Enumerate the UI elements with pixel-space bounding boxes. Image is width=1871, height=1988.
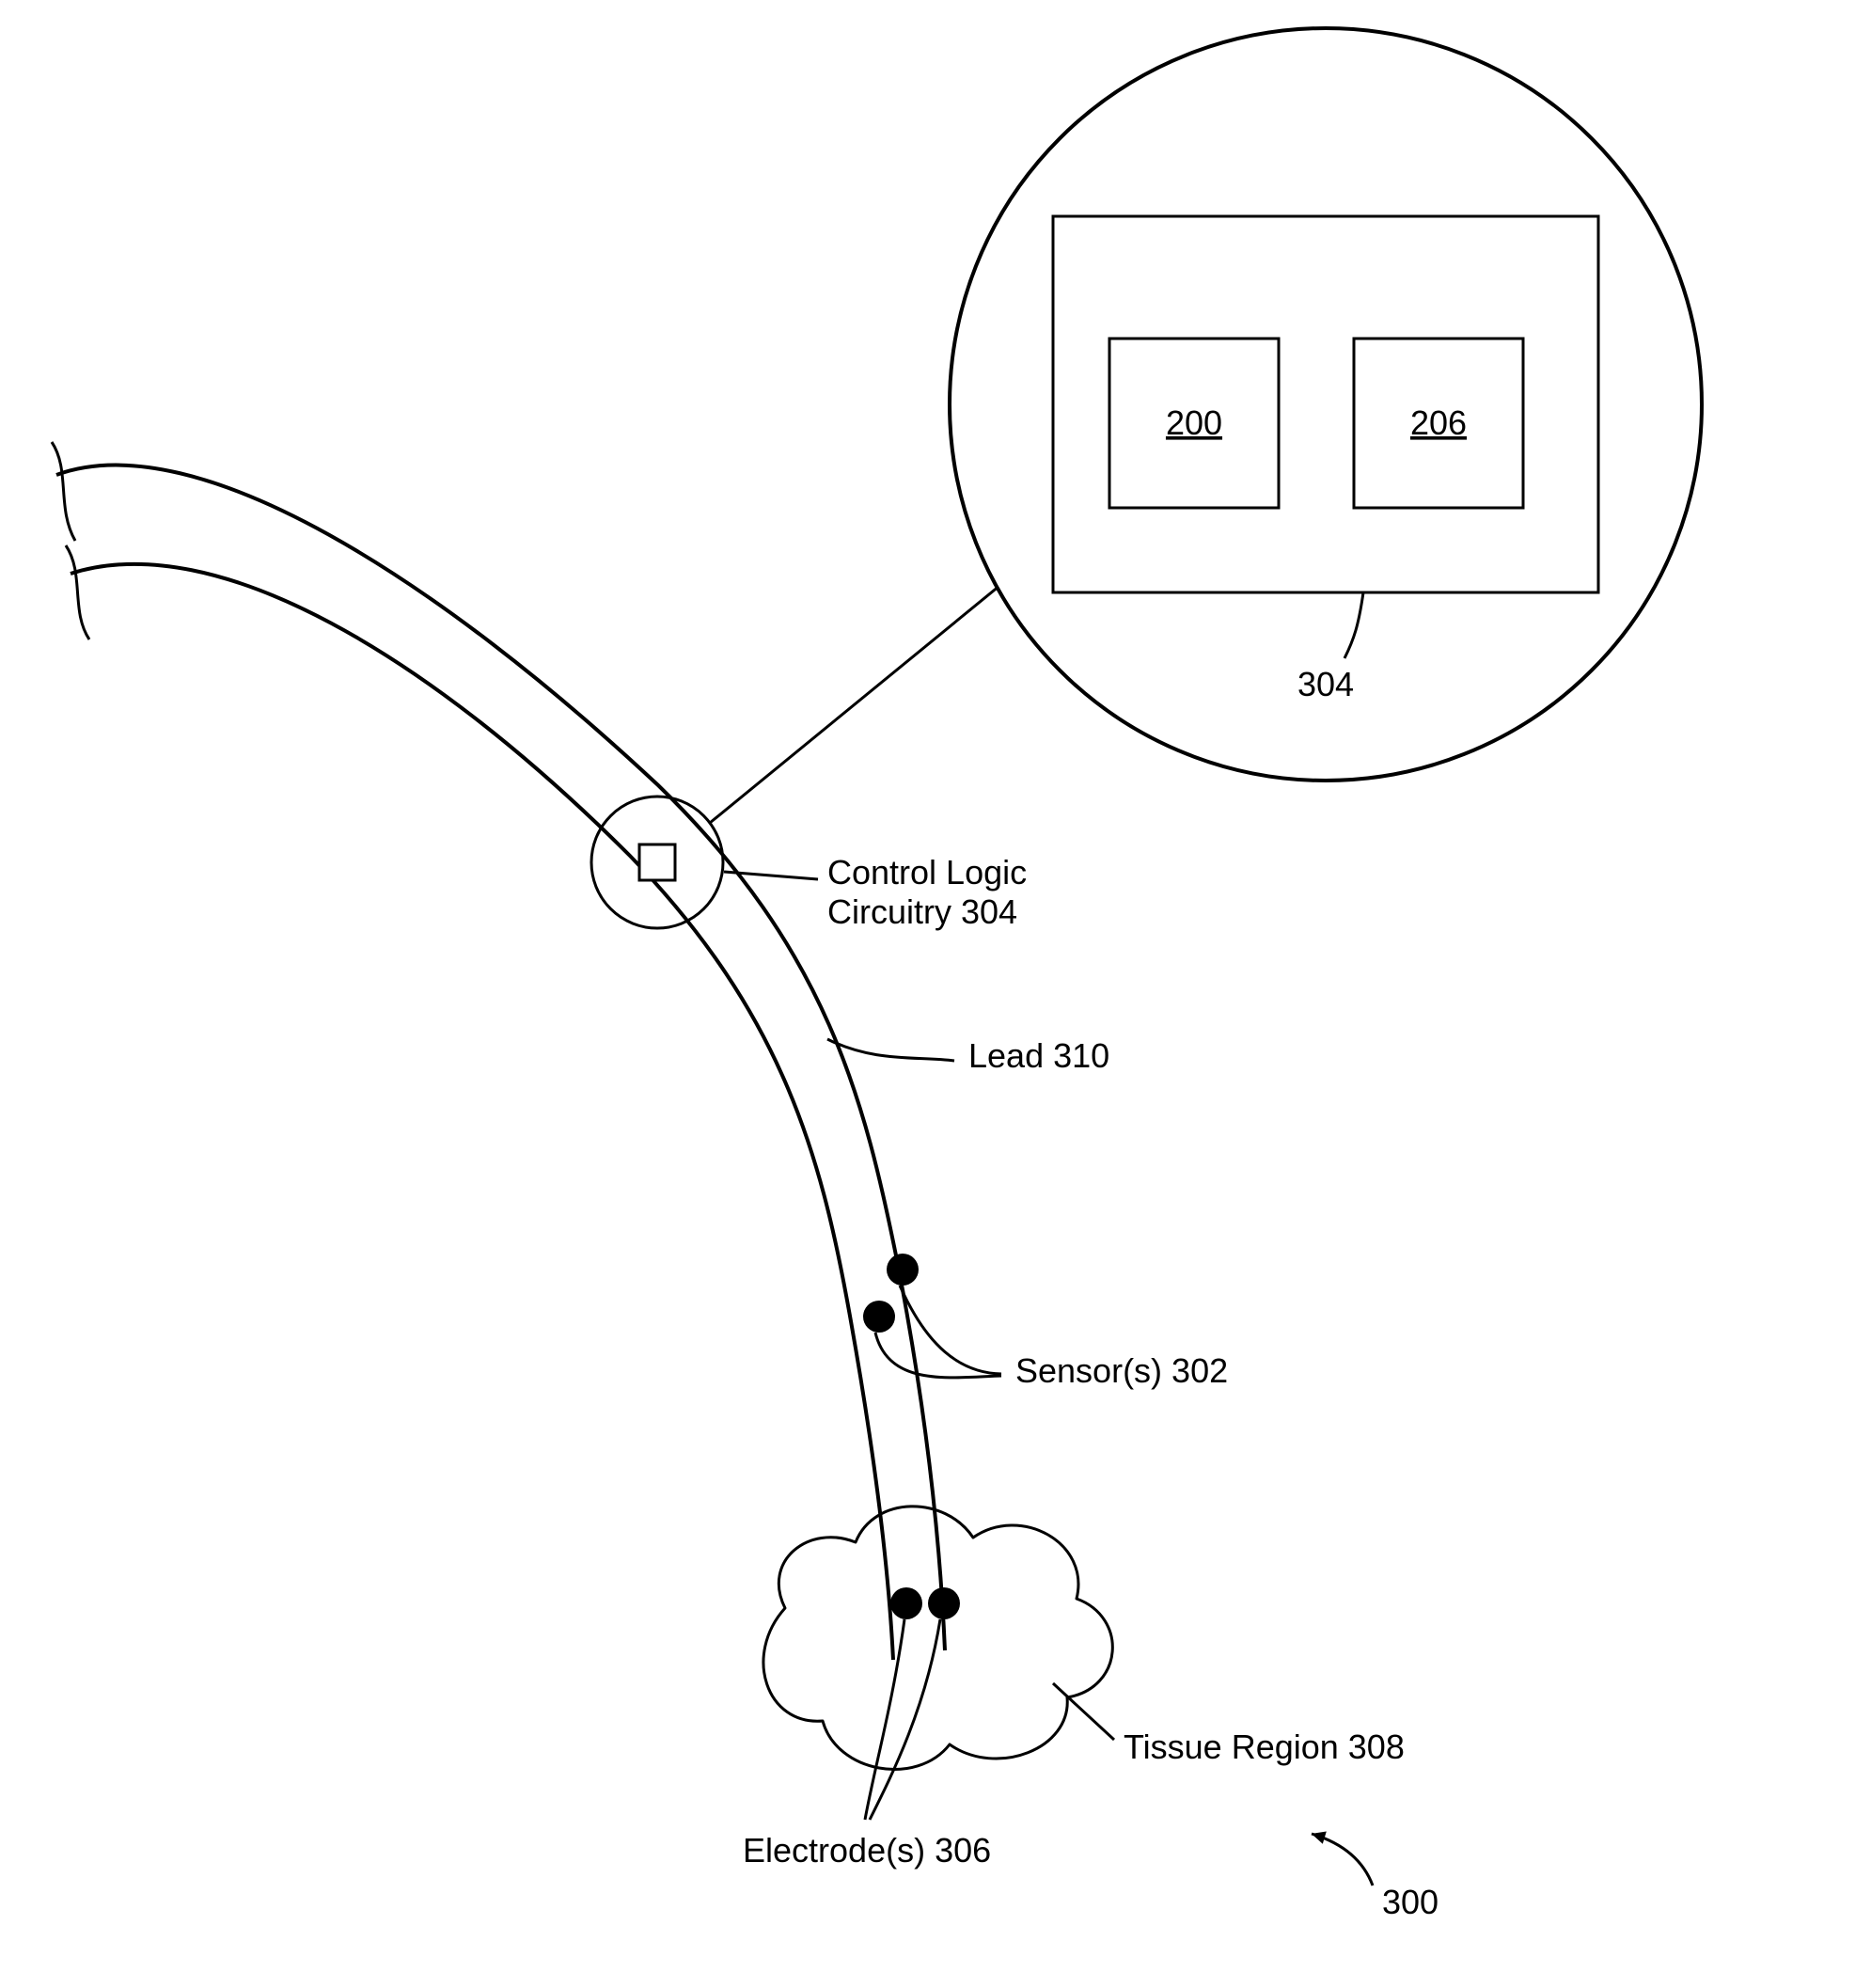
- zoom-box-200-label: 200: [1166, 403, 1222, 442]
- tissue-label: Tissue Region 308: [1124, 1728, 1405, 1766]
- electrodes-label: Electrode(s) 306: [743, 1831, 991, 1870]
- sensors-label: Sensor(s) 302: [1015, 1351, 1228, 1390]
- control-logic-chip-icon: [639, 844, 675, 880]
- lead-body: [52, 442, 945, 1660]
- control-logic-label: Control LogicCircuitry 304: [827, 853, 1027, 931]
- zoom-box-206-label: 206: [1410, 403, 1467, 442]
- zoom-detail: 200 206 304: [950, 28, 1702, 781]
- figure-ref-number: 300: [1382, 1883, 1439, 1921]
- zoom-arrow: [710, 569, 1020, 823]
- lead-leader: [827, 1039, 954, 1061]
- sensor-dot-0: [863, 1301, 895, 1333]
- lead-label: Lead 310: [968, 1036, 1109, 1075]
- zoom-304-label: 304: [1297, 665, 1354, 703]
- control-logic-on-lead: [591, 797, 723, 928]
- electrode-dot-0: [890, 1587, 922, 1619]
- electrode-dot-1: [928, 1587, 960, 1619]
- sensor-dot-1: [887, 1254, 919, 1286]
